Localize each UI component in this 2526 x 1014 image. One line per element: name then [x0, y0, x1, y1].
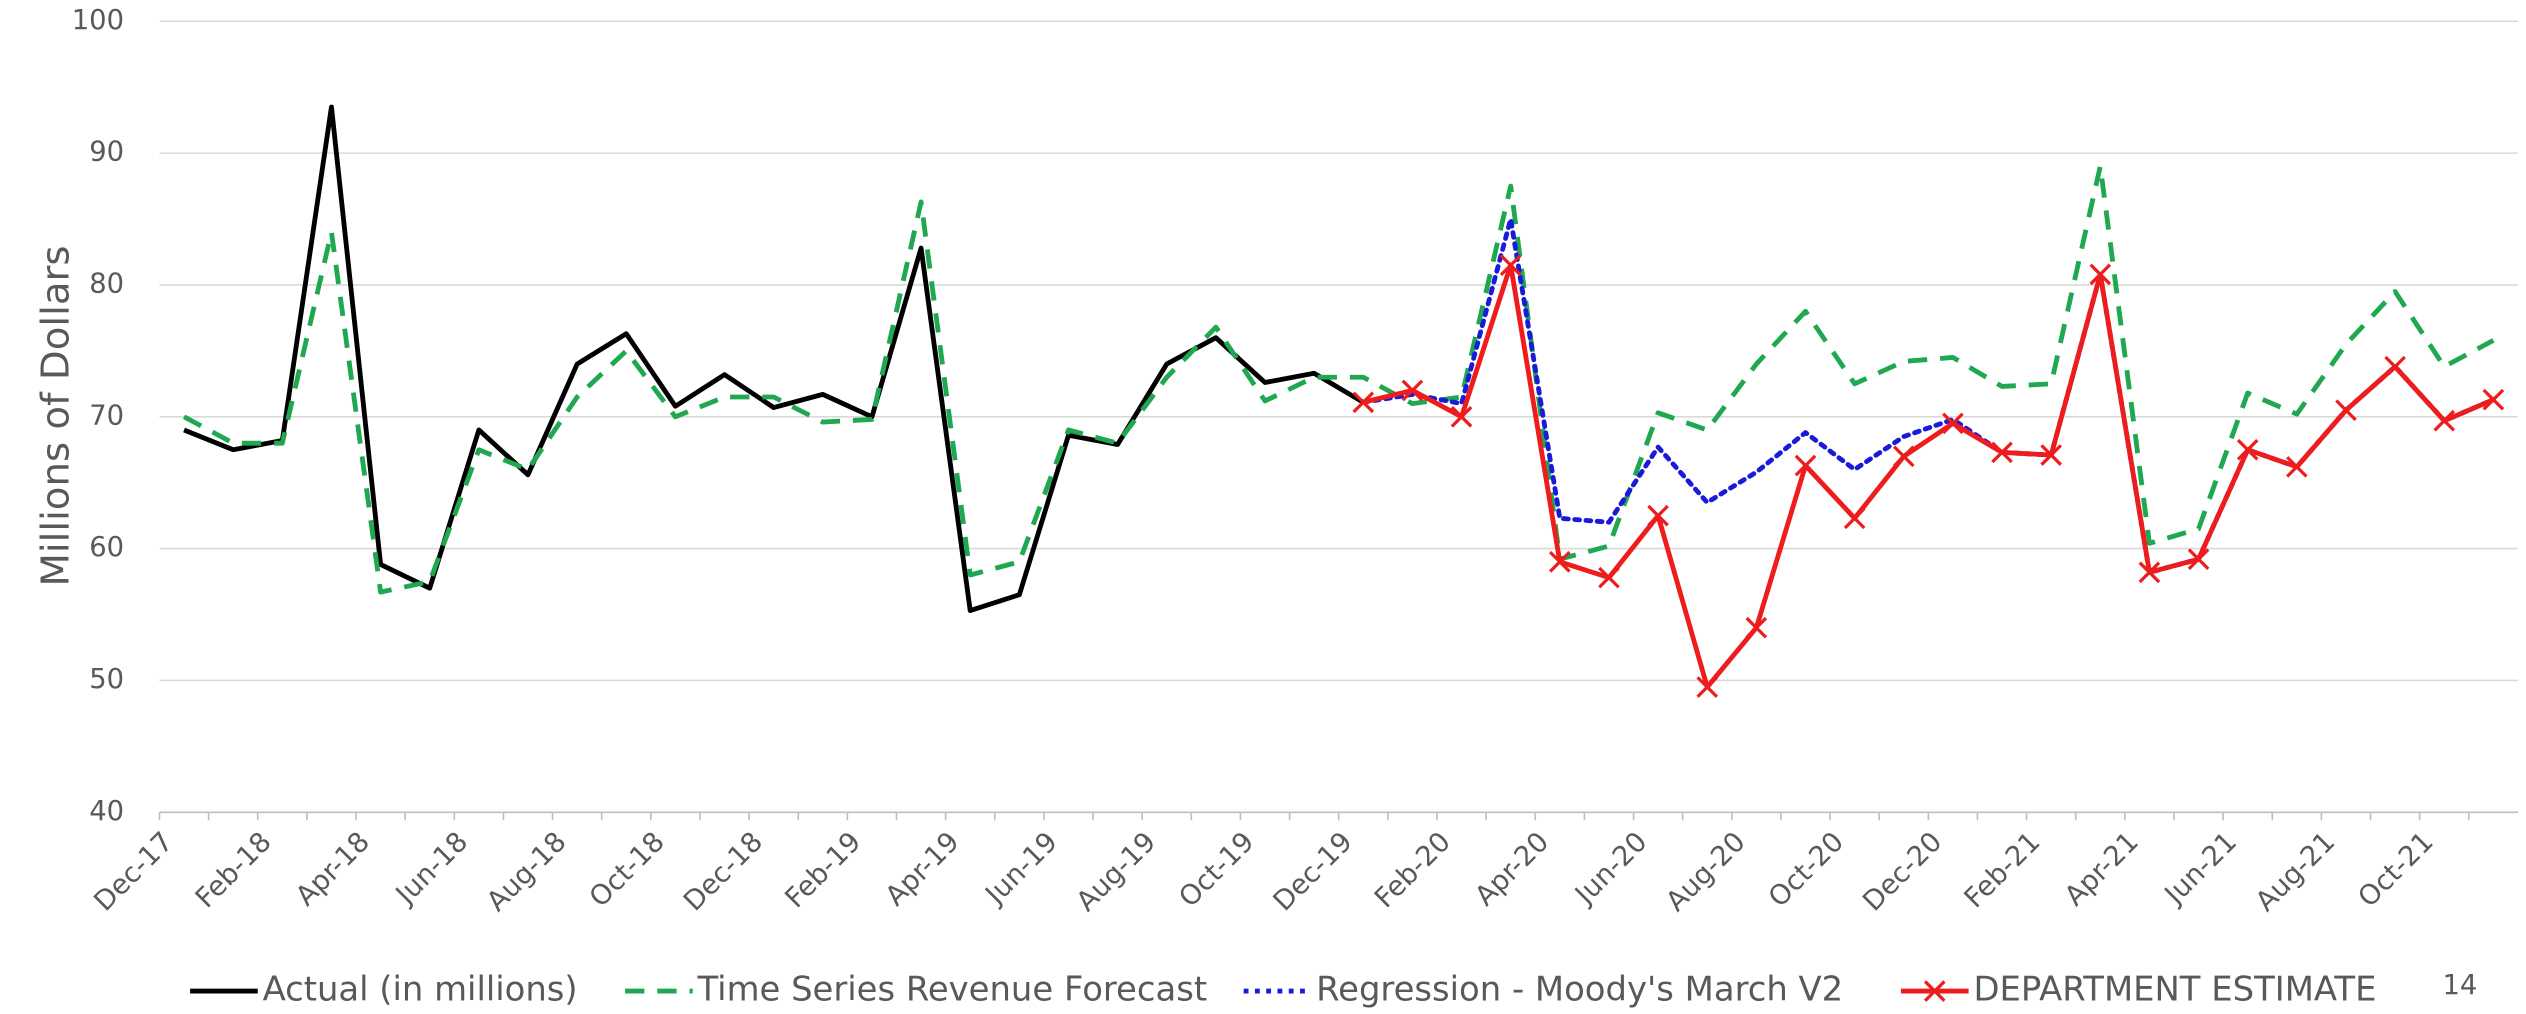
point-marker — [1352, 391, 1375, 414]
point-marker — [2384, 355, 2406, 378]
legend-label: DEPARTMENT ESTIMATE — [1973, 970, 2376, 1009]
point-marker — [1745, 616, 1768, 639]
point-marker — [2286, 456, 2308, 478]
point-marker — [1499, 254, 1522, 276]
point-marker — [1991, 441, 2013, 464]
legend-marker — [1923, 980, 1946, 1002]
x-tick-label: Apr-19 — [880, 826, 966, 912]
y-tick-label: 70 — [89, 400, 124, 431]
y-tick-label: 40 — [89, 796, 124, 827]
x-tick-label: Oct-19 — [1173, 826, 1260, 913]
point-marker — [1794, 454, 1817, 477]
x-tick-label: Aug-18 — [481, 826, 572, 917]
legend-label: Actual (in millions) — [263, 970, 578, 1009]
legend-item: DEPARTMENT ESTIMATE — [1900, 970, 2376, 1009]
x-tick-label: Aug-19 — [1071, 826, 1162, 917]
legend-item: Regression - Moody's March V2 — [1243, 970, 1843, 1009]
x-tick-label: Dec-20 — [1857, 826, 1948, 917]
x-tick-label: Jun-18 — [389, 826, 474, 911]
x-tick-label: Aug-21 — [2250, 826, 2341, 917]
point-marker — [1843, 507, 1866, 530]
point-marker — [1450, 405, 1473, 428]
point-marker — [2187, 548, 2210, 570]
point-marker — [1598, 566, 1620, 589]
point-marker — [2236, 438, 2259, 461]
point-marker — [1549, 550, 1571, 573]
x-tick-label: Apr-18 — [290, 826, 376, 912]
y-tick-label: 80 — [89, 268, 124, 299]
x-tick-label: Apr-20 — [1469, 826, 1555, 912]
point-marker — [2335, 399, 2357, 421]
point-marker — [1942, 412, 1964, 435]
x-tick-label: Jun-21 — [2158, 826, 2243, 911]
x-tick-label: Jun-19 — [979, 826, 1064, 911]
x-tick-label: Dec-18 — [678, 826, 769, 917]
point-marker — [2040, 444, 2062, 466]
x-tick-label: Apr-21 — [2059, 826, 2145, 912]
x-tick-label: Dec-19 — [1268, 826, 1359, 917]
legend-item: Time Series Revenue Forecast — [625, 970, 1207, 1009]
x-tick-label: Oct-18 — [584, 826, 671, 913]
y-axis-title: Millions of Dollars — [33, 245, 78, 586]
x-tick-label: Jun-20 — [1568, 826, 1653, 911]
x-tick-label: Aug-20 — [1660, 826, 1751, 917]
x-tick-label: Dec-17 — [88, 826, 179, 917]
point-marker — [2138, 561, 2161, 584]
point-marker — [2089, 263, 2112, 286]
series-line — [1362, 262, 2495, 690]
point-marker — [2433, 409, 2456, 432]
point-marker — [1647, 504, 1669, 527]
page-number: 14 — [2443, 970, 2478, 1001]
y-tick-label: 60 — [89, 532, 124, 563]
x-tick-label: Feb-20 — [1369, 826, 1457, 914]
legend-item: Actual (in millions) — [190, 970, 578, 1009]
x-tick-label: Feb-21 — [1959, 826, 2047, 914]
x-tick-label: Oct-20 — [1763, 826, 1850, 913]
x-tick-label: Feb-18 — [190, 826, 278, 914]
series-line — [183, 104, 1365, 613]
series-line — [182, 163, 2495, 595]
x-tick-label: Oct-21 — [2353, 826, 2440, 913]
legend-label: Regression - Moody's March V2 — [1316, 970, 1843, 1009]
point-marker — [1401, 379, 1424, 402]
y-tick-label: 90 — [89, 137, 124, 168]
legend-label: Time Series Revenue Forecast — [697, 970, 1208, 1009]
point-marker — [1892, 445, 1915, 468]
y-tick-label: 100 — [72, 5, 124, 36]
point-marker — [1696, 676, 1719, 698]
x-tick-label: Feb-19 — [779, 826, 867, 914]
point-marker — [2482, 388, 2505, 411]
y-tick-label: 50 — [89, 664, 124, 695]
